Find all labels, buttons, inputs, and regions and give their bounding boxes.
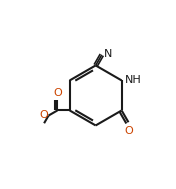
Text: N: N	[103, 49, 112, 59]
Text: O: O	[39, 110, 48, 120]
Text: O: O	[125, 126, 134, 136]
Text: NH: NH	[125, 75, 142, 85]
Text: O: O	[53, 88, 62, 98]
